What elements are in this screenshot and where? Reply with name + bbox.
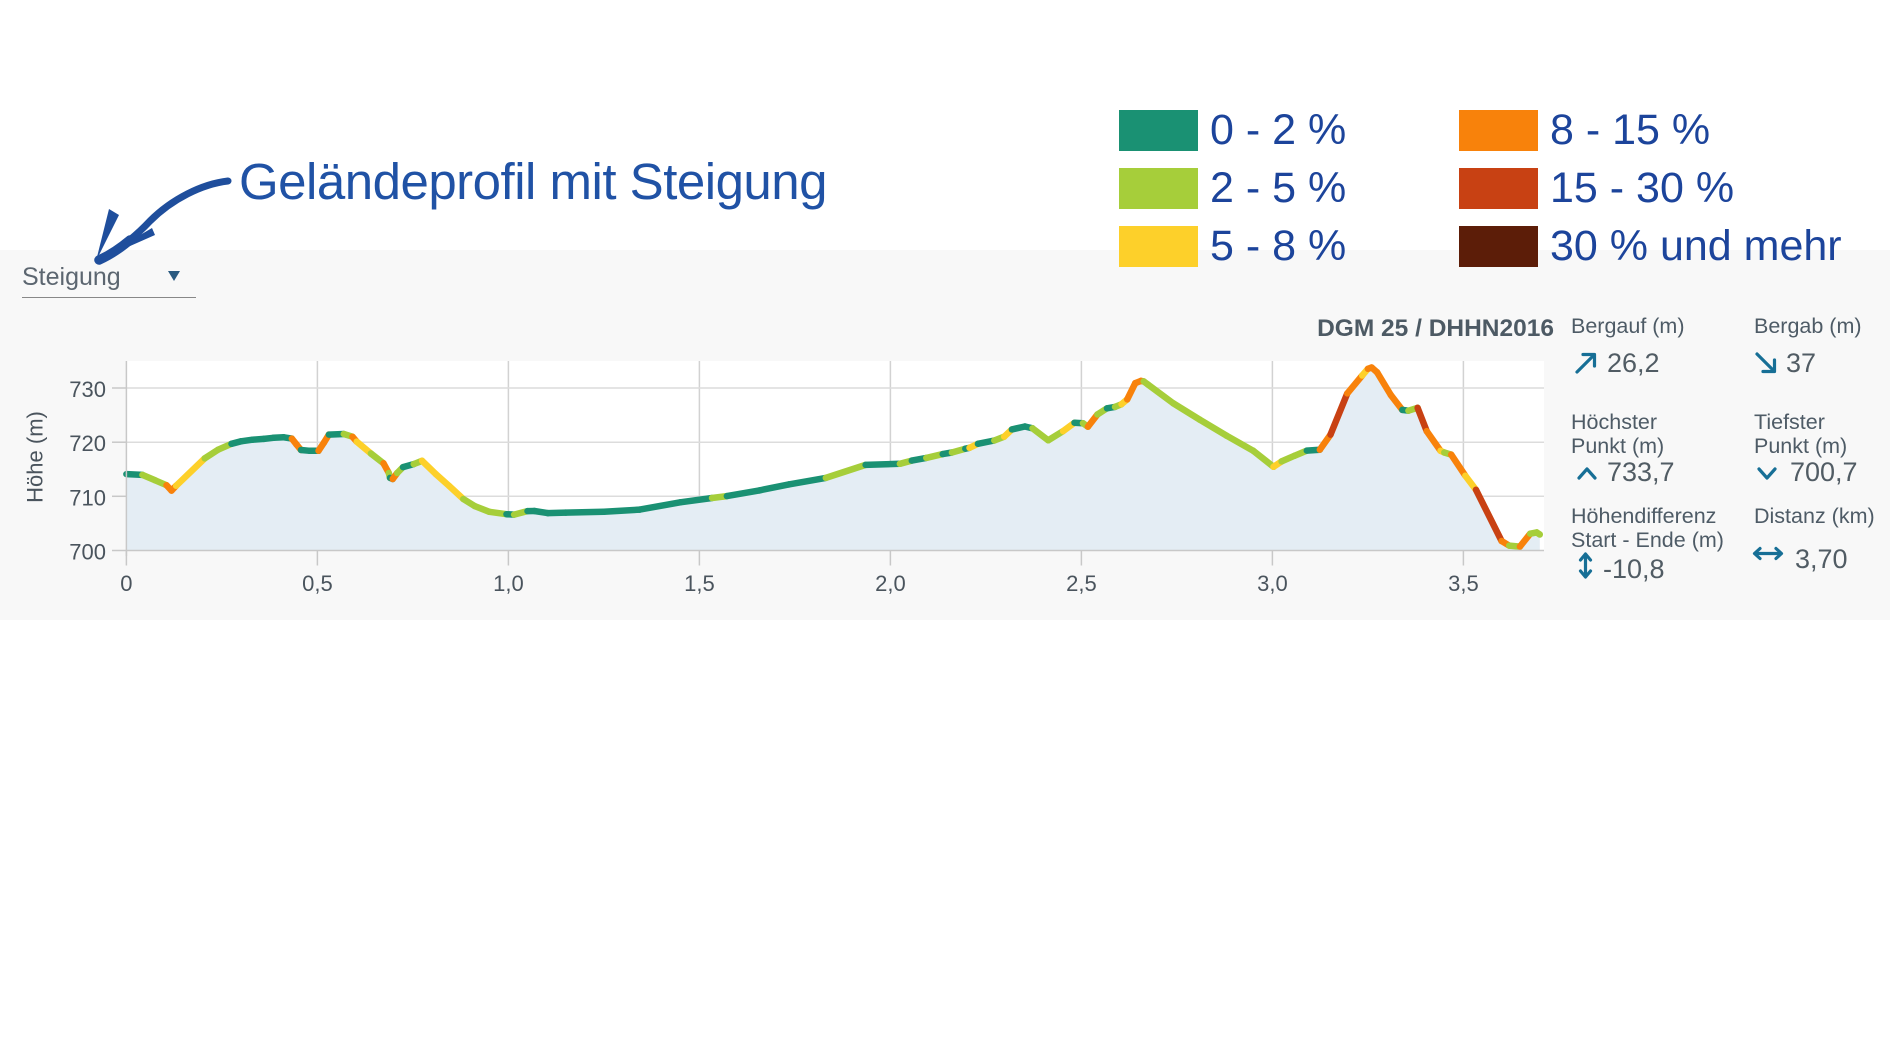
svg-text:2,0: 2,0 xyxy=(875,571,906,596)
svg-text:2,5: 2,5 xyxy=(1066,571,1097,596)
svg-text:3,0: 3,0 xyxy=(1257,571,1288,596)
svg-text:700: 700 xyxy=(69,540,106,565)
svg-text:1,0: 1,0 xyxy=(493,571,524,596)
svg-text:730: 730 xyxy=(69,377,106,402)
svg-text:3,5: 3,5 xyxy=(1448,571,1479,596)
svg-text:1,5: 1,5 xyxy=(684,571,715,596)
svg-text:720: 720 xyxy=(69,431,106,456)
svg-text:0,5: 0,5 xyxy=(302,571,333,596)
svg-text:Höhe (m): Höhe (m) xyxy=(23,411,48,503)
svg-text:DGM 25 / DHHN2016: DGM 25 / DHHN2016 xyxy=(1317,315,1554,342)
svg-text:710: 710 xyxy=(69,485,106,510)
svg-text:0: 0 xyxy=(120,571,132,596)
